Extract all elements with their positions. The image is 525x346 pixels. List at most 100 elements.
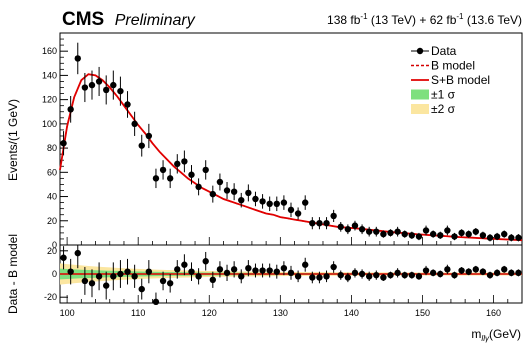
legend-label: Data bbox=[431, 44, 457, 58]
ratio-data-point bbox=[486, 271, 494, 279]
lumi-b-exp: -1 bbox=[456, 12, 464, 21]
main-data-point bbox=[294, 210, 302, 217]
ratio-data-point bbox=[124, 268, 131, 275]
ratio-data-point bbox=[508, 269, 515, 277]
ratio-data-point bbox=[252, 267, 259, 274]
ratio-data-point bbox=[358, 270, 366, 278]
main-data-point bbox=[422, 227, 430, 234]
ratio-data-point bbox=[145, 268, 153, 275]
ratio-data-point bbox=[138, 285, 145, 293]
ratio-data-point bbox=[67, 268, 74, 275]
ratio-data-point bbox=[103, 282, 110, 289]
main-data-point bbox=[152, 175, 160, 182]
ratio-data-point bbox=[273, 268, 280, 275]
main-data-point bbox=[479, 232, 487, 239]
ratio-data-point bbox=[515, 269, 522, 277]
ratio-data-point bbox=[380, 274, 387, 281]
ratio-data-point bbox=[373, 271, 380, 279]
x-axis-label-unit: (GeV) bbox=[489, 327, 521, 341]
main-data-point bbox=[309, 219, 316, 227]
ratio-y-axis-label: Data - B model bbox=[6, 234, 20, 314]
legend-band-swatch bbox=[411, 89, 429, 100]
main-data-point bbox=[103, 86, 110, 94]
legend-band-swatch bbox=[411, 104, 429, 114]
ratio-data-point bbox=[95, 273, 103, 280]
main-data-point bbox=[451, 233, 458, 240]
ratio-data-point bbox=[110, 273, 117, 280]
main-data-point bbox=[81, 84, 89, 91]
main-data-point bbox=[95, 78, 103, 85]
main-data-point bbox=[238, 196, 245, 204]
ratio-data-point bbox=[188, 268, 195, 275]
ratio-data-point bbox=[479, 268, 487, 275]
ratio-y-tick-label: -20 bbox=[44, 292, 57, 302]
main-data-point bbox=[323, 219, 330, 227]
main-data-point bbox=[145, 132, 153, 140]
ratio-data-point bbox=[159, 277, 167, 285]
ratio-data-point bbox=[202, 258, 209, 265]
main-data-point bbox=[273, 200, 280, 208]
ratio-data-point bbox=[195, 273, 202, 280]
main-data-point bbox=[316, 219, 323, 227]
main-data-point bbox=[259, 198, 266, 205]
main-data-point bbox=[202, 166, 209, 174]
main-x-ticks bbox=[66, 237, 523, 245]
ratio-data-point bbox=[259, 267, 266, 274]
main-data-point bbox=[358, 226, 366, 233]
ratio-data-point bbox=[437, 270, 444, 278]
ratio-data-point bbox=[344, 274, 352, 281]
main-data-point bbox=[408, 232, 416, 239]
ratio-data-point bbox=[323, 273, 330, 280]
main-data-point bbox=[429, 230, 437, 238]
ratio-data-point bbox=[181, 261, 188, 268]
main-data-point bbox=[252, 195, 259, 203]
main-data-point bbox=[223, 187, 231, 194]
ratio-data-point bbox=[337, 271, 344, 279]
ratio-data-point bbox=[415, 273, 423, 280]
main-data-point bbox=[110, 81, 117, 89]
ratio-y-tick-label: 20 bbox=[47, 246, 57, 256]
ratio-data-point bbox=[330, 263, 337, 271]
main-data-point bbox=[88, 81, 96, 89]
x-tick-label: 160 bbox=[486, 308, 501, 318]
ratio-data-point bbox=[166, 280, 174, 287]
main-data-point bbox=[337, 223, 344, 231]
x-tick-label: 110 bbox=[131, 308, 145, 318]
ratio-data-point bbox=[81, 277, 89, 285]
x-tick-label: 140 bbox=[344, 308, 359, 318]
ratio-data-point bbox=[174, 266, 181, 273]
ratio-data-points bbox=[60, 245, 522, 306]
ratio-data-point bbox=[266, 267, 273, 274]
main-y-axis-label: Events/(1 GeV) bbox=[6, 99, 20, 181]
ratio-data-point bbox=[117, 270, 124, 278]
ratio-data-point bbox=[401, 271, 408, 279]
main-data-point bbox=[138, 142, 145, 149]
ratio-data-point bbox=[223, 269, 231, 277]
main-y-tick-label: 40 bbox=[47, 192, 57, 202]
main-data-point bbox=[486, 234, 494, 241]
ratio-data-point bbox=[493, 269, 501, 277]
ratio-data-point bbox=[458, 267, 465, 274]
main-data-point bbox=[415, 233, 423, 240]
legend-label: ±1 σ bbox=[431, 88, 456, 102]
ratio-data-point bbox=[152, 298, 160, 306]
main-y-tick-label: 80 bbox=[47, 143, 57, 153]
ratio-data-point bbox=[472, 266, 479, 273]
main-data-point bbox=[74, 55, 81, 62]
ratio-data-point bbox=[209, 276, 217, 283]
main-data-point bbox=[387, 229, 394, 237]
ratio-data-point bbox=[302, 261, 309, 268]
x-axis-label-sub: llγ bbox=[481, 334, 490, 343]
ratio-data-point bbox=[309, 274, 316, 281]
main-y-tick-label: 100 bbox=[42, 119, 57, 129]
ratio-data-point bbox=[88, 280, 96, 287]
legend-label: B model bbox=[431, 59, 475, 73]
main-y-tick-label: 20 bbox=[47, 216, 57, 226]
ratio-data-point bbox=[387, 271, 394, 279]
lumi-a: 138 fb bbox=[327, 13, 361, 27]
main-data-point bbox=[280, 199, 288, 206]
main-data-point bbox=[174, 160, 181, 168]
lumi-label: 138 fb-1 (13 TeV) + 62 fb-1 (13.6 TeV) bbox=[327, 12, 522, 27]
